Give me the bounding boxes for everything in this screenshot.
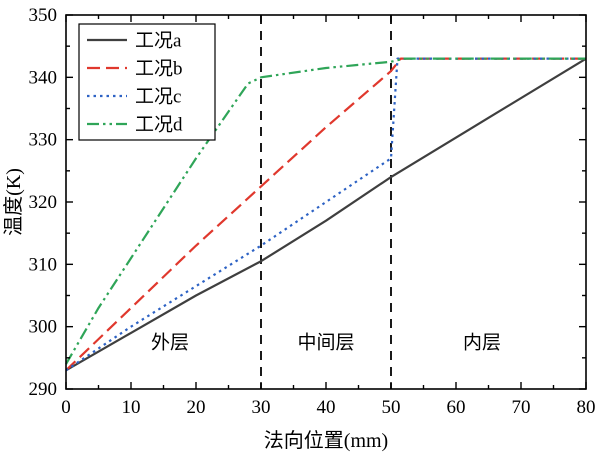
legend-item-label-1: 工况a (135, 31, 182, 52)
y-tick-label: 290 (29, 379, 58, 400)
x-tick-label: 10 (122, 397, 141, 418)
x-tick-label: 70 (512, 397, 531, 418)
x-tick-label: 40 (317, 397, 336, 418)
region-label-1: 外层 (151, 331, 189, 353)
series-line-1 (65, 57, 587, 372)
series-line-4 (65, 57, 586, 365)
x-tick-label: 50 (382, 397, 401, 418)
x-tick-label: 80 (577, 397, 596, 418)
legend: 工况a 工况b 工况c 工况d (78, 23, 216, 141)
x-tick-label: 20 (187, 397, 206, 418)
region-label-2: 中间层 (297, 331, 354, 353)
region-label-3: 内层 (463, 331, 501, 353)
legend-box (78, 23, 216, 141)
legend-item-label-3: 工况c (135, 87, 181, 108)
y-tick-label: 350 (29, 5, 58, 26)
series-line-3 (65, 57, 586, 372)
x-tick-label: 0 (61, 397, 71, 418)
y-tick-label: 330 (29, 130, 58, 151)
legend-item-label-4: 工况d (135, 115, 183, 136)
y-tick-label: 300 (29, 317, 58, 338)
y-axis-label: 温度(K) (2, 168, 25, 236)
y-tick-label: 310 (29, 254, 58, 275)
x-tick-label: 60 (447, 397, 466, 418)
y-tick-label: 340 (29, 67, 58, 88)
series-line-2 (65, 57, 586, 372)
y-tick-label: 320 (29, 192, 58, 213)
x-tick-label: 30 (252, 397, 271, 418)
legend-item-label-2: 工况b (135, 59, 183, 80)
x-axis-label: 法向位置(mm) (264, 429, 388, 452)
